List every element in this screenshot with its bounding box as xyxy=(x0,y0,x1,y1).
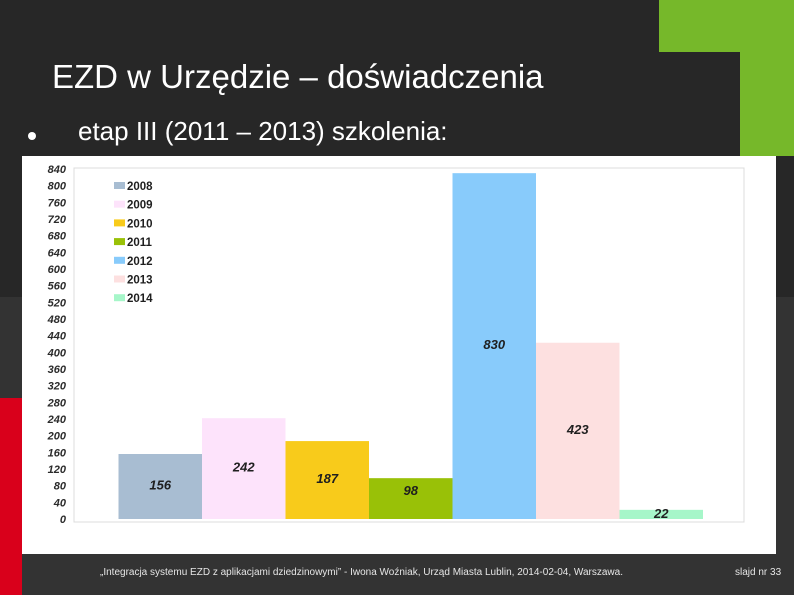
bar-value-label: 187 xyxy=(316,471,338,486)
y-tick-label: 440 xyxy=(47,331,67,343)
y-tick-label: 40 xyxy=(53,497,67,509)
y-tick-label: 480 xyxy=(47,314,67,326)
background-green-accent-top xyxy=(659,0,794,52)
legend-swatch-2008 xyxy=(114,182,125,189)
bar-chart: 0 40 80 120 160 200 240 280 320 360 400 440 480 520 56… xyxy=(47,164,745,526)
bar-2012 xyxy=(452,173,536,519)
bar-value-label: 22 xyxy=(653,506,669,521)
legend-label-2010: 2010 xyxy=(127,218,153,230)
y-tick-label: 160 xyxy=(48,447,67,459)
legend-label-2014: 2014 xyxy=(127,293,153,305)
legend-label-2013: 2013 xyxy=(127,275,153,287)
background-green-accent-right xyxy=(740,52,794,156)
slide-title: EZD w Urzędzie – doświadczenia xyxy=(52,58,544,95)
y-tick-label: 720 xyxy=(48,214,67,226)
chart-panel: 0 40 80 120 160 200 240 280 320 360 400 440 480 520 56… xyxy=(22,156,776,554)
bar-value-label: 423 xyxy=(566,422,589,437)
legend-swatch-2010 xyxy=(114,219,125,227)
legend-swatch-2009 xyxy=(114,200,125,208)
background-red-accent xyxy=(0,398,22,595)
bar-2009 xyxy=(202,418,286,519)
bar-value-label: 830 xyxy=(483,337,505,352)
bullet-dot-icon xyxy=(28,132,36,140)
bar-2010 xyxy=(285,441,369,519)
y-tick-label: 280 xyxy=(47,397,67,409)
y-tick-label: 80 xyxy=(54,481,67,493)
bar-2011 xyxy=(369,478,453,519)
y-tick-label: 200 xyxy=(47,431,67,443)
footer-source-text: „Integracja systemu EZD z aplikacjami dz… xyxy=(100,567,623,578)
y-tick-label: 560 xyxy=(48,281,67,293)
y-tick-label: 400 xyxy=(47,347,67,359)
bar-value-label: 98 xyxy=(404,483,419,498)
y-tick-label: 320 xyxy=(48,381,67,393)
legend-label-2011: 2011 xyxy=(127,237,153,249)
legend-label-2012: 2012 xyxy=(127,256,153,268)
y-tick-label: 800 xyxy=(48,181,67,193)
bar-value-label: 156 xyxy=(149,478,171,493)
y-tick-label: 680 xyxy=(48,231,67,243)
legend-swatch-2014 xyxy=(114,294,125,302)
legend-swatch-2012 xyxy=(114,256,125,264)
footer-slide-number: slajd nr 33 xyxy=(735,567,782,578)
y-tick-label: 120 xyxy=(48,464,67,476)
bar-2013 xyxy=(536,342,620,519)
y-tick-label: 640 xyxy=(48,247,67,259)
y-tick-label: 760 xyxy=(48,197,67,209)
bar-2008 xyxy=(118,454,202,519)
bar-value-label: 242 xyxy=(232,460,255,475)
legend-label-2009: 2009 xyxy=(127,200,153,212)
legend-label-2008: 2008 xyxy=(127,181,153,193)
slide-bullet-text: etap III (2011 – 2013) szkolenia: xyxy=(78,116,448,146)
y-tick-label: 0 xyxy=(60,514,67,526)
y-tick-label: 240 xyxy=(47,414,67,426)
y-tick-label: 360 xyxy=(48,364,67,376)
y-tick-label: 520 xyxy=(48,297,67,309)
bar-2014 xyxy=(619,509,703,519)
legend-swatch-2011 xyxy=(114,238,125,246)
y-tick-label: 600 xyxy=(48,264,67,276)
legend-swatch-2013 xyxy=(114,275,125,283)
y-tick-label: 840 xyxy=(48,164,67,176)
plot-frame xyxy=(73,167,745,523)
